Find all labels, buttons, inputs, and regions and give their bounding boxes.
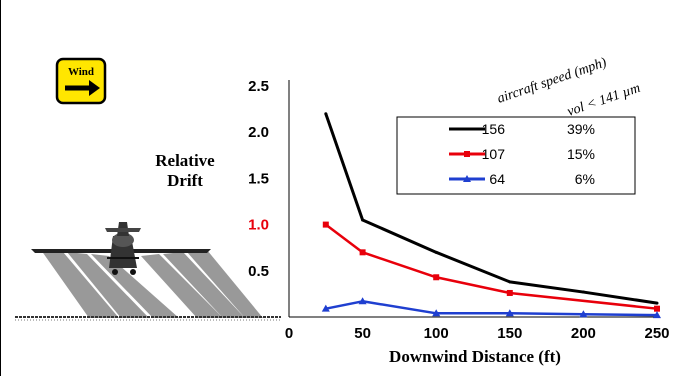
y-tick-label: 1.0 — [248, 217, 269, 234]
data-point — [579, 310, 588, 318]
legend-series-name: 107 — [482, 146, 506, 162]
data-point — [653, 311, 661, 319]
data-point — [654, 305, 660, 312]
legend-series-pct: 39% — [567, 121, 595, 137]
x-tick-label: 100 — [424, 325, 449, 342]
legend: 156 39% 107 15% 64 6% — [396, 116, 636, 195]
series-156 — [324, 112, 659, 305]
x-tick-label: 0 — [285, 325, 293, 342]
data-point — [359, 249, 366, 256]
data-point — [581, 290, 585, 294]
data-point — [324, 112, 328, 116]
aircraft-illustration — [31, 222, 263, 318]
data-point — [321, 304, 330, 312]
legend-series-pct: 6% — [575, 171, 595, 187]
data-point — [432, 309, 441, 317]
y-tick-label: 1.5 — [248, 170, 269, 187]
data-point — [655, 301, 659, 305]
legend-series-name: 156 — [482, 121, 506, 137]
data-point — [434, 250, 438, 254]
legend-entry: 156 39% — [449, 121, 595, 137]
legend-entry: 64 6% — [449, 171, 595, 187]
legend-series-pct: 15% — [567, 146, 595, 162]
y-tick-label: 2.5 — [248, 78, 269, 95]
y-axis-label-line-2: Drift — [167, 171, 203, 190]
x-tick-label: 200 — [571, 325, 596, 342]
spray-pattern — [41, 250, 263, 318]
y-tick-label: 0.5 — [248, 263, 269, 280]
legend-marker — [463, 175, 471, 182]
series-line — [325, 300, 658, 317]
data-point — [322, 221, 329, 228]
wind-badge-label: Wind — [68, 66, 94, 78]
data-point — [506, 289, 513, 296]
legend-box — [396, 116, 636, 195]
series-line — [324, 113, 658, 305]
data-point — [508, 280, 512, 284]
y-axis-label-line-1: Relative — [155, 151, 215, 170]
legend-marker — [464, 151, 470, 157]
x-tick-label: 50 — [354, 325, 371, 342]
y-tick-label: 2.0 — [248, 124, 269, 141]
series-layer — [321, 112, 661, 319]
tick-labels: 0 50 100 150 200 250 0.5 1.0 1.5 2.0 2.5 — [248, 78, 669, 342]
legend-entry: 107 15% — [449, 146, 595, 162]
wind-badge: Wind — [55, 57, 107, 105]
x-tick-label: 150 — [497, 325, 522, 342]
data-point — [433, 274, 440, 281]
x-axis-label: Downwind Distance (ft) — [389, 347, 561, 366]
ground-line — [15, 316, 281, 321]
arrow-right-icon — [65, 80, 100, 96]
data-point — [505, 309, 514, 317]
data-point — [361, 218, 365, 222]
x-tick-label: 250 — [644, 325, 669, 342]
axes — [288, 80, 659, 318]
legend-series-name: 64 — [489, 171, 505, 187]
legend-header-vol: vol < 141 µm — [565, 81, 642, 120]
series-107 — [322, 221, 660, 312]
series-64 — [321, 297, 661, 319]
data-point — [358, 297, 367, 305]
